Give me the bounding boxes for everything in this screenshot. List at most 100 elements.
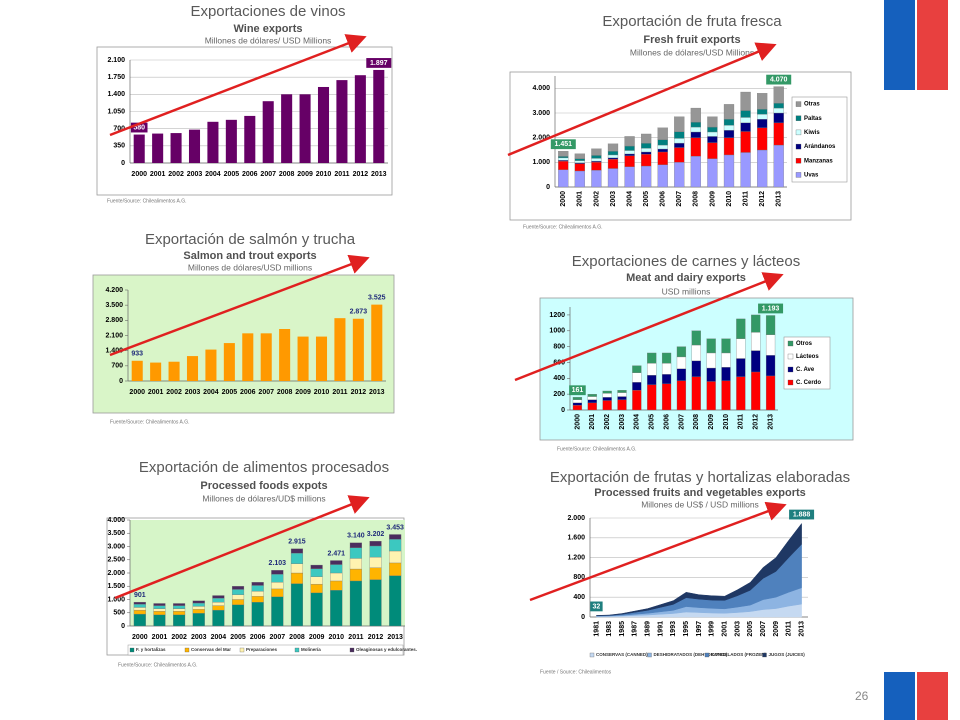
legend-label: Arándanos xyxy=(804,144,836,150)
bar-segment xyxy=(574,170,585,188)
x-tick-label: 1991 xyxy=(657,621,664,637)
bar-segment xyxy=(310,583,323,594)
legend-swatch xyxy=(239,647,245,653)
bar-segment xyxy=(740,110,751,118)
bar-segment xyxy=(624,150,635,155)
x-tick-label: 2013 xyxy=(776,191,783,207)
bar-segment xyxy=(617,399,627,411)
x-tick-label: 2011 xyxy=(348,634,363,641)
chart-subtitle: Processed foods expots xyxy=(200,480,327,492)
bar-segment xyxy=(231,599,245,605)
bar-segment xyxy=(558,151,569,157)
x-tick-label: 2001 xyxy=(150,171,166,178)
bar-segment xyxy=(647,374,657,385)
bar-segment xyxy=(690,156,701,188)
bar-segment xyxy=(133,609,146,615)
legend-swatch xyxy=(787,353,794,360)
y-tick-label: 1.750 xyxy=(107,74,125,81)
x-tick-label: 2001 xyxy=(577,191,584,207)
y-tick-label: 700 xyxy=(111,363,123,370)
value-label: 3.202 xyxy=(367,531,385,538)
bar xyxy=(279,329,291,381)
bar xyxy=(371,304,383,381)
chart-units: Millones de dólares/USD millions xyxy=(188,262,312,272)
bar-segment xyxy=(773,112,784,124)
legend-label: DESHIDRATADOS (DEHYDRATED) xyxy=(654,652,728,657)
bar-segment xyxy=(632,365,642,373)
bar-segment xyxy=(765,315,776,335)
bar-segment xyxy=(591,155,602,159)
x-tick-label: 2007 xyxy=(676,191,683,207)
bar-segment xyxy=(624,136,635,147)
chart-title: Exportaciones de vinos xyxy=(190,3,345,20)
x-tick-label: 2005 xyxy=(747,621,754,637)
bar-segment xyxy=(153,611,166,616)
bar-segment xyxy=(617,390,627,393)
legend-swatch xyxy=(795,158,802,164)
bar-segment xyxy=(707,126,718,133)
bar-segment xyxy=(706,338,716,354)
bar xyxy=(131,360,143,381)
chart-title: Exportación de fruta fresca xyxy=(602,13,782,30)
bar-segment xyxy=(330,560,343,565)
bar xyxy=(223,343,235,381)
bar-segment xyxy=(558,157,569,161)
bar xyxy=(244,115,256,163)
x-tick-label: 1997 xyxy=(696,621,703,637)
y-tick-label: 700 xyxy=(113,126,125,133)
bar-segment xyxy=(765,355,776,377)
bar-segment xyxy=(389,575,402,627)
x-tick-label: 2010 xyxy=(726,191,733,207)
bar-segment xyxy=(691,376,701,411)
bar-segment xyxy=(773,86,784,104)
bar xyxy=(207,121,219,163)
chart-units: USD millions xyxy=(662,286,711,296)
x-tick-label: 2007 xyxy=(260,171,276,178)
x-tick-label: 2009 xyxy=(773,621,780,637)
bar-segment xyxy=(558,156,569,159)
y-tick-label: 0 xyxy=(546,184,550,191)
x-tick-label: 2008 xyxy=(277,389,293,396)
bar-segment xyxy=(558,160,569,170)
bar-segment xyxy=(765,334,776,356)
x-tick-label: 2006 xyxy=(250,634,266,641)
bar-segment xyxy=(574,163,585,172)
bar-segment xyxy=(153,608,166,612)
x-tick-label: 2002 xyxy=(593,191,600,207)
bar-segment xyxy=(632,390,642,411)
bar-segment xyxy=(751,332,761,351)
x-tick-label: 2012 xyxy=(351,389,367,396)
y-tick-label: 4.200 xyxy=(105,287,123,294)
legend-label: CONSERVAS (CANNED) xyxy=(596,652,648,657)
bar-segment xyxy=(757,149,768,188)
y-tick-label: 0 xyxy=(561,407,565,414)
bar xyxy=(354,75,366,163)
bar-segment xyxy=(691,360,701,377)
bar-segment xyxy=(133,601,146,605)
y-tick-label: 2.000 xyxy=(107,570,125,577)
bar-segment xyxy=(657,127,668,140)
bar-segment xyxy=(641,143,652,149)
value-label: 1.193 xyxy=(762,305,780,312)
x-tick-label: 2008 xyxy=(289,634,305,641)
x-tick-label: 2004 xyxy=(626,191,633,207)
bar-segment xyxy=(587,396,597,400)
bar-segment xyxy=(290,583,304,627)
value-label: 2.915 xyxy=(288,539,306,546)
bar-segment xyxy=(369,545,382,558)
bar xyxy=(297,336,309,381)
bar-segment xyxy=(251,602,264,627)
bar-segment xyxy=(706,352,716,369)
bar xyxy=(315,336,328,381)
bar xyxy=(317,86,330,163)
value-label: 2.471 xyxy=(327,550,345,557)
y-tick-label: 400 xyxy=(573,594,585,601)
bar-segment xyxy=(607,154,619,159)
value-label: 1.451 xyxy=(555,141,573,148)
bar-segment xyxy=(602,397,612,401)
bar-segment xyxy=(676,368,687,381)
bar xyxy=(260,333,272,381)
value-label: 4.070 xyxy=(770,76,788,83)
bar-segment xyxy=(310,564,323,569)
